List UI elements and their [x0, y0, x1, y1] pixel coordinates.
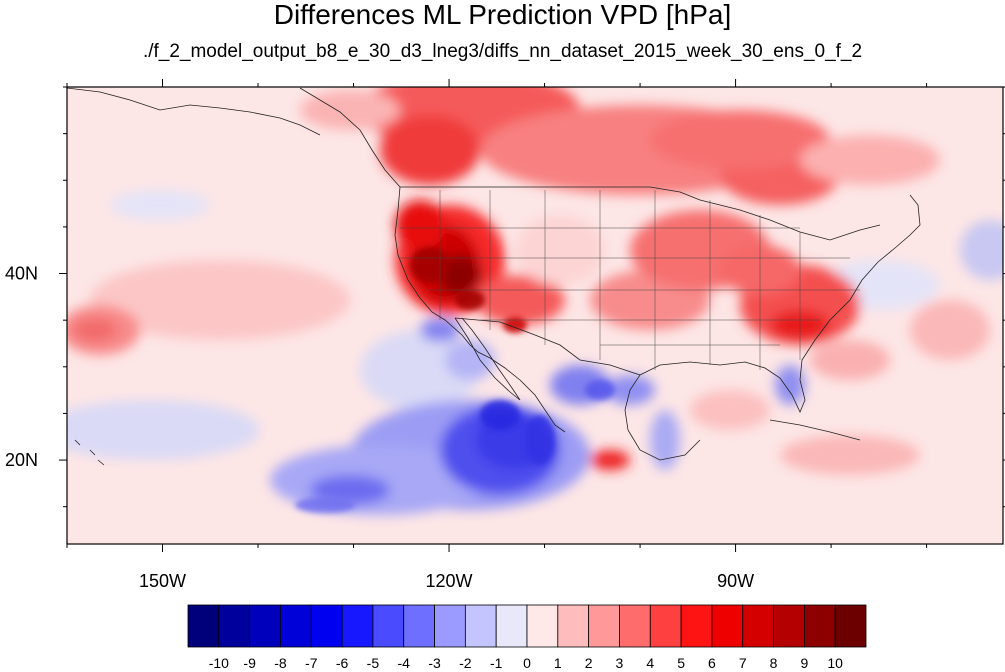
colorbar-swatch — [403, 604, 435, 648]
colorbar-label: 4 — [646, 655, 654, 671]
colorbar-swatch — [187, 604, 220, 648]
lon-tick-label: 90W — [717, 571, 754, 591]
colorbar-swatch — [372, 604, 405, 648]
colorbar-label: 1 — [554, 655, 562, 671]
colorbar-swatch — [742, 604, 774, 648]
colorbar-swatch — [280, 604, 312, 648]
colorbar-label: 3 — [616, 655, 624, 671]
lat-tick-label: 20N — [5, 450, 38, 470]
lon-tick-label: 120W — [426, 571, 473, 591]
colorbar-swatch — [249, 604, 281, 648]
state-boundaries — [400, 190, 860, 370]
colorbar-swatch — [803, 604, 836, 648]
colorbar-label: 2 — [585, 655, 593, 671]
colorbar-swatch — [680, 604, 713, 648]
colorbar-swatch — [588, 604, 620, 648]
colorbar-swatch — [711, 604, 744, 648]
colorbar-label: 7 — [739, 655, 747, 671]
colorbar — [187, 604, 867, 648]
colorbar-swatch — [834, 604, 867, 648]
colorbar-label: 5 — [677, 655, 685, 671]
colorbar-label: -2 — [459, 655, 472, 671]
colorbar-labels: -10 -9 -8 -7 -6 -5 -4 -3 -2 -1 0 1 2 3 4 5 6 7 8 9 10 — [209, 655, 843, 671]
colorbar-swatch — [557, 604, 590, 648]
lat-tick-label: 40N — [5, 264, 38, 284]
colorbar-label: -9 — [243, 655, 256, 671]
colorbar-label: 9 — [800, 655, 808, 671]
colorbar-label: 0 — [523, 655, 531, 671]
colorbar-label: -3 — [428, 655, 441, 671]
colorbar-swatch — [434, 604, 466, 648]
map-subtitle: ./f_2_model_output_b8_e_30_d3_lneg3/diff… — [142, 41, 863, 62]
map-panel — [67, 87, 1003, 544]
colorbar-label: -4 — [398, 655, 411, 671]
colorbar-label: 8 — [770, 655, 778, 671]
colorbar-swatch — [464, 604, 497, 648]
colorbar-label: -6 — [336, 655, 349, 671]
colorbar-label: -5 — [367, 655, 380, 671]
colorbar-swatch — [495, 604, 528, 648]
colorbar-label: -8 — [274, 655, 287, 671]
lon-tick-label: 150W — [139, 571, 186, 591]
colorbar-swatch — [526, 604, 559, 648]
colorbar-label: -10 — [209, 655, 229, 671]
axis-labels: 150W 120W 90W 40N 20N — [5, 264, 754, 591]
colorbar-swatch — [649, 604, 682, 648]
colorbar-swatch — [619, 604, 651, 648]
colorbar-label: 6 — [708, 655, 716, 671]
coastlines-and-borders — [67, 87, 921, 466]
axis-ticks — [59, 79, 1005, 552]
map-title: Differences ML Prediction VPD [hPa] — [273, 0, 732, 30]
colorbar-swatch — [773, 604, 805, 648]
colorbar-label: -7 — [305, 655, 318, 671]
colorbar-label: 10 — [827, 655, 843, 671]
colorbar-swatch — [341, 604, 374, 648]
colorbar-swatch — [310, 604, 343, 648]
map-frame — [66, 86, 1004, 545]
colorbar-label: -1 — [490, 655, 503, 671]
colorbar-swatch — [218, 604, 251, 648]
